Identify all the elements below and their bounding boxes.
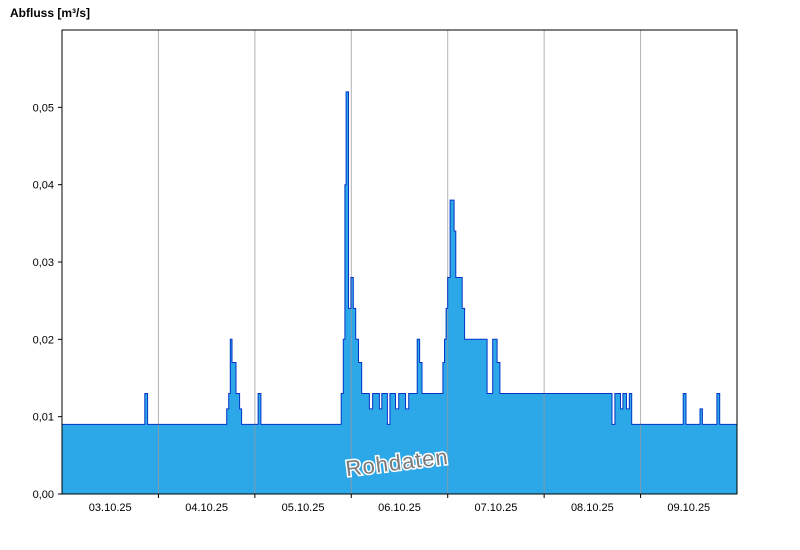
y-tick-label: 0,04: [33, 180, 54, 192]
x-tick-label: 05.10.25: [282, 502, 325, 514]
chart-title: Abfluss [m³/s]: [10, 6, 91, 20]
y-tick-label: 0,05: [33, 102, 54, 114]
series-area: [62, 91, 737, 495]
series-outline: [62, 91, 737, 425]
y-tick-label: 0,03: [33, 257, 54, 269]
y-tick-label: 0,00: [33, 489, 54, 501]
x-tick-label: 07.10.25: [475, 502, 518, 514]
x-tick-label: 03.10.25: [89, 502, 132, 514]
y-axis-labels: 0,00 0,01 0,02 0,03 0,04 0,05: [33, 102, 62, 501]
x-tick-label: 08.10.25: [571, 502, 614, 514]
x-tick-label: 06.10.25: [378, 502, 421, 514]
y-tick-label: 0,01: [33, 412, 54, 424]
x-axis-labels: 03.10.25 04.10.25 05.10.25 06.10.25 07.10.25…: [89, 494, 710, 514]
area-fill: [62, 91, 737, 495]
x-tick-label: 09.10.25: [667, 502, 710, 514]
day-gridlines: [157, 30, 642, 494]
x-tick-label: 04.10.25: [185, 502, 228, 514]
y-tick-label: 0,02: [33, 334, 54, 346]
area-outline: [62, 91, 737, 425]
